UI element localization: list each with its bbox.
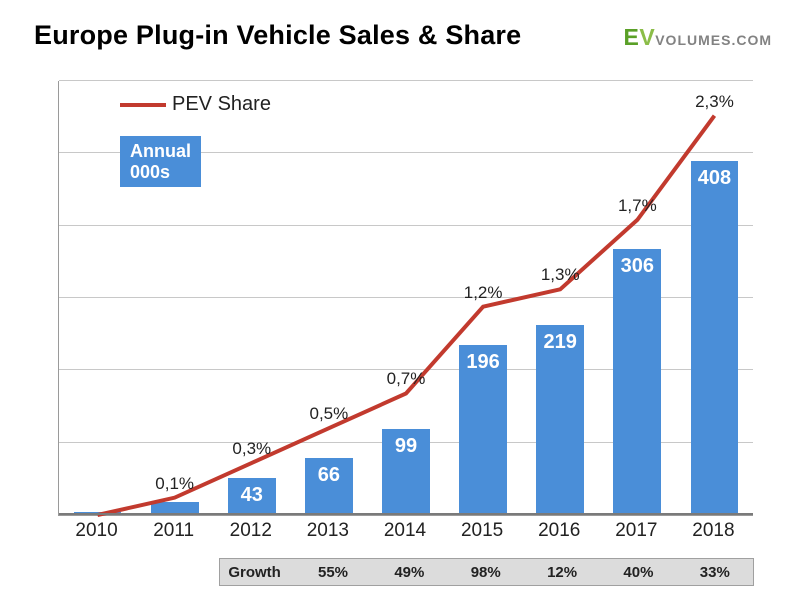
annual-line2: 000s <box>130 162 191 183</box>
share-label: 1,2% <box>464 283 503 303</box>
x-axis-label: 2013 <box>307 520 349 542</box>
legend-label: PEV Share <box>172 93 271 115</box>
x-axis-labels: 2010 2011 2012 2013 2014 2015 2016 2017 2018 <box>58 520 752 544</box>
growth-value: 33% <box>677 564 753 581</box>
legend-swatch <box>120 103 166 107</box>
growth-label: Growth <box>220 564 295 581</box>
share-label: 0,7% <box>387 369 426 389</box>
share-label: 0,3% <box>232 439 271 459</box>
logo-v: V <box>639 24 655 50</box>
share-label: 0,5% <box>310 404 349 424</box>
page: Europe Plug-in Vehicle Sales & Share EVV… <box>0 0 800 616</box>
growth-value: 40% <box>600 564 676 581</box>
growth-value: 98% <box>448 564 524 581</box>
share-label: 2,3% <box>695 92 734 112</box>
x-axis-label: 2012 <box>230 520 272 542</box>
logo-rest: VOLUMES.COM <box>655 32 772 48</box>
chart-title: Europe Plug-in Vehicle Sales & Share <box>34 20 521 51</box>
x-axis-label: 2015 <box>461 520 503 542</box>
growth-row: Growth 55%49%98%12%40%33% <box>219 558 754 586</box>
x-axis-label: 2017 <box>615 520 657 542</box>
share-label: 1,3% <box>541 265 580 285</box>
growth-value: 55% <box>295 564 371 581</box>
x-axis <box>59 513 753 515</box>
annual-line1: Annual <box>130 141 191 162</box>
growth-value: 49% <box>371 564 447 581</box>
logo-e: E <box>624 24 640 50</box>
legend: PEV Share <box>120 93 271 116</box>
x-axis-label: 2016 <box>538 520 580 542</box>
share-label: 0,1% <box>155 474 194 494</box>
growth-value: 12% <box>524 564 600 581</box>
x-axis-label: 2018 <box>692 520 734 542</box>
x-axis-label: 2011 <box>153 520 194 542</box>
logo: EVVOLUMES.COM <box>624 24 772 51</box>
x-axis-label: 2010 <box>75 520 117 542</box>
annual-units-box: Annual 000s <box>120 136 201 187</box>
x-axis-label: 2014 <box>384 520 426 542</box>
share-label: 1,7% <box>618 196 657 216</box>
